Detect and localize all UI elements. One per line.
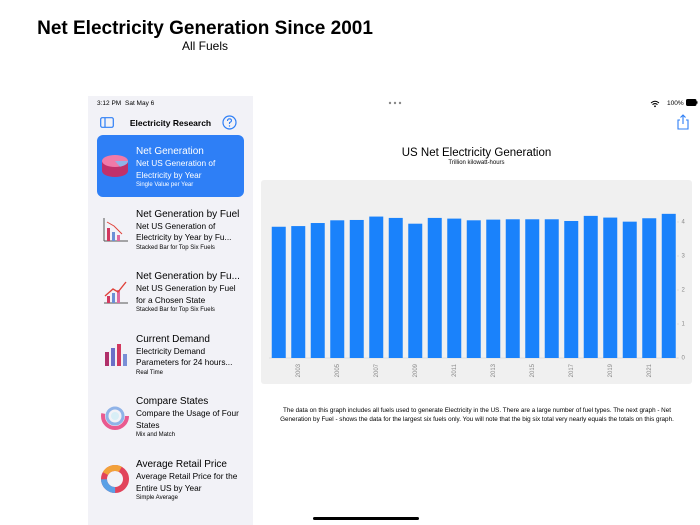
x-tick-label: 2009 bbox=[413, 363, 419, 377]
bar bbox=[661, 213, 676, 358]
item-description: Average Retail Price for the Entire US b… bbox=[136, 471, 238, 493]
home-indicator bbox=[313, 517, 419, 520]
item-icon bbox=[100, 339, 130, 369]
item-note: Stacked Bar for Top Six Fuels bbox=[136, 307, 215, 314]
item-text: Compare States Compare the Usage of Four … bbox=[136, 396, 242, 439]
x-tick-label: 2005 bbox=[335, 363, 341, 377]
help-button[interactable] bbox=[222, 115, 237, 130]
battery-icon bbox=[686, 99, 698, 106]
item-note: Mix and Match bbox=[136, 432, 176, 439]
item-note: Real Time bbox=[136, 369, 164, 376]
x-tick-label: 2013 bbox=[491, 363, 497, 377]
bar bbox=[408, 223, 423, 358]
chart-subtitle: Trillion kilowatt-hours bbox=[448, 160, 505, 166]
x-tick-label: 2003 bbox=[296, 363, 302, 377]
wifi-icon bbox=[650, 100, 660, 108]
x-tick-label: 2011 bbox=[452, 363, 458, 377]
bar bbox=[564, 220, 579, 358]
status-date: Sat May 6 bbox=[125, 100, 155, 107]
bar bbox=[603, 217, 618, 358]
bar bbox=[447, 218, 462, 358]
item-description: Net US Generation of Electricity by Year bbox=[136, 158, 216, 180]
item-title: Average Retail Price bbox=[136, 459, 227, 470]
status-time: 3:12 PM bbox=[97, 100, 122, 107]
footnote: The data on this graph includes all fuel… bbox=[280, 407, 674, 423]
item-title: Net Generation bbox=[136, 146, 204, 157]
bar bbox=[486, 219, 501, 358]
sidebar-item[interactable]: Net Generation Net US Generation of Elect… bbox=[97, 135, 244, 197]
item-icon bbox=[100, 276, 130, 306]
sidebar: 3:12 PM Sat May 6 Electricity Research N… bbox=[88, 96, 253, 525]
page-title: Net Electricity Generation Since 2001 bbox=[37, 18, 373, 39]
bar bbox=[388, 217, 403, 358]
bar bbox=[271, 226, 286, 358]
sidebar-item[interactable]: Current Demand Electricity Demand Paramet… bbox=[97, 323, 244, 385]
sidebar-item[interactable]: Compare States Compare the Usage of Four … bbox=[97, 385, 244, 447]
x-tick-label: 2015 bbox=[530, 363, 536, 377]
bar bbox=[291, 226, 306, 358]
item-text: Net Generation by Fu... Net US Generation… bbox=[136, 271, 242, 314]
bar bbox=[583, 215, 598, 358]
bar bbox=[642, 218, 657, 358]
bar bbox=[505, 219, 520, 358]
item-note: Simple Average bbox=[136, 495, 178, 501]
item-icon bbox=[100, 464, 130, 494]
x-tick-label: 2017 bbox=[569, 363, 575, 377]
y-tick-label: 3 bbox=[682, 254, 686, 260]
item-text: Average Retail Price Average Retail Price… bbox=[136, 459, 242, 502]
item-text: Net Generation Net US Generation of Elect… bbox=[136, 146, 242, 189]
item-title: Net Generation by Fuel bbox=[136, 208, 240, 220]
y-tick-label: 0 bbox=[682, 356, 686, 362]
item-title: Current Demand bbox=[136, 333, 210, 345]
battery-label: 100% bbox=[667, 100, 684, 107]
bar bbox=[310, 223, 325, 358]
bar bbox=[369, 216, 384, 358]
x-tick-label: 2019 bbox=[608, 363, 614, 377]
item-text: Current Demand Electricity Demand Paramet… bbox=[136, 334, 242, 377]
sidebar-item[interactable]: Net Generation by Fu... Net US Generation… bbox=[97, 260, 244, 322]
item-icon bbox=[100, 401, 130, 431]
bar bbox=[544, 219, 559, 358]
bar bbox=[427, 217, 442, 358]
bar bbox=[330, 220, 345, 358]
bar bbox=[622, 221, 637, 358]
chart-title: US Net Electricity Generation bbox=[401, 147, 552, 159]
sidebar-title: Electricity Research bbox=[129, 118, 212, 128]
item-note: Single Value per Year bbox=[136, 182, 194, 188]
app-screen: 3:12 PM Sat May 6 Electricity Research N… bbox=[88, 96, 700, 525]
x-tick-label: 2021 bbox=[647, 363, 653, 377]
x-tick-label: 2007 bbox=[374, 363, 380, 377]
page-subtitle: All Fuels bbox=[181, 39, 228, 53]
item-title: Net Generation by Fu... bbox=[136, 271, 240, 283]
item-description: Compare the Usage of Four States bbox=[136, 408, 239, 430]
y-tick-label: 4 bbox=[682, 220, 686, 226]
item-description: Net US Generation by Fuel for a Chosen S… bbox=[136, 283, 236, 305]
y-tick-label: 2 bbox=[682, 288, 686, 294]
multitask-dots[interactable] bbox=[388, 101, 402, 105]
chart: 0 1 2 3 4 2003 2005 2007 2009 2011 2013 2015 2017 201… bbox=[261, 180, 692, 384]
item-icon bbox=[100, 214, 130, 244]
item-title: Compare States bbox=[136, 396, 209, 408]
item-note: Stacked Bar for Top Six Fuels bbox=[136, 244, 215, 251]
bar bbox=[525, 219, 540, 358]
y-tick-label: 1 bbox=[682, 322, 686, 328]
share-button[interactable] bbox=[676, 114, 690, 130]
sidebar-toggle[interactable] bbox=[100, 117, 114, 128]
item-description: Electricity Demand Parameters for 24 hou… bbox=[136, 345, 233, 368]
item-text: Net Generation by Fuel Net US Generation … bbox=[136, 209, 242, 252]
bar bbox=[466, 220, 481, 358]
item-description: Net US Generation of Electricity by Year… bbox=[136, 220, 232, 243]
sidebar-item[interactable]: Net Generation by Fuel Net US Generation … bbox=[97, 198, 244, 260]
bar bbox=[349, 219, 364, 358]
item-icon bbox=[100, 151, 130, 181]
sidebar-item[interactable]: Average Retail Price Average Retail Price… bbox=[97, 448, 244, 510]
